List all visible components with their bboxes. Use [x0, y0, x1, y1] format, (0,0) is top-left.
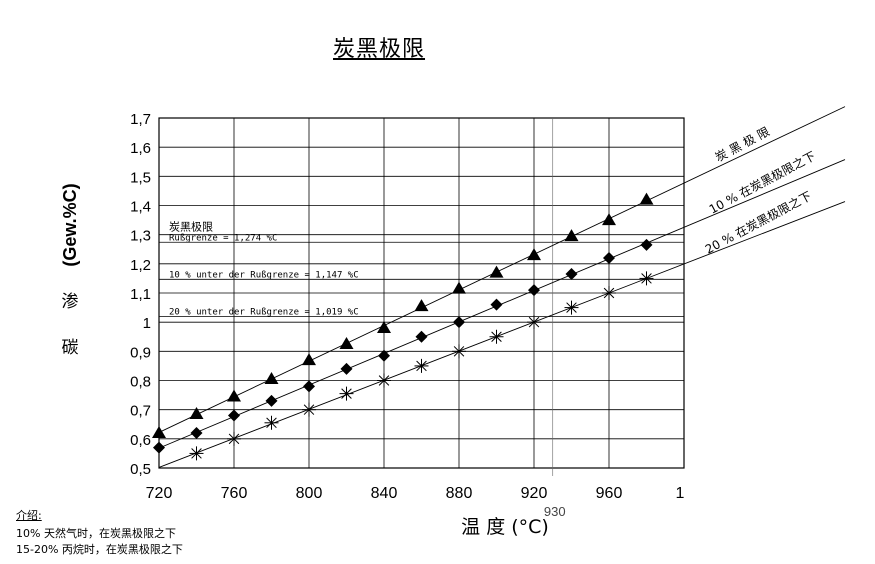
x-extra-label: 930 — [544, 504, 566, 519]
y-tick-label: 1,6 — [130, 140, 151, 157]
data-point-asterisk — [302, 402, 316, 417]
y-axis-title-cn: 渗 — [62, 292, 79, 312]
x-tick-label: 800 — [296, 485, 323, 502]
y-tick-label: 1,5 — [130, 169, 151, 186]
data-point-asterisk — [452, 344, 466, 359]
data-point-asterisk — [264, 415, 279, 430]
data-point-asterisk — [414, 358, 429, 373]
y-tick-label: 1,1 — [130, 286, 151, 303]
data-point-asterisk — [189, 446, 204, 461]
data-point-diamond — [565, 268, 578, 281]
y-tick-label: 0,7 — [130, 403, 151, 420]
data-point-asterisk — [339, 386, 354, 401]
notes-line-1: 10% 天然气时，在炭黑极限之下 — [16, 527, 176, 540]
data-point-asterisk — [639, 271, 654, 286]
data-point-triangle — [489, 265, 504, 278]
data-point-triangle — [377, 321, 391, 333]
data-point-diamond — [228, 409, 240, 422]
y-tick-label: 1,4 — [130, 199, 151, 216]
data-point-triangle — [189, 407, 204, 420]
data-point-diamond — [640, 238, 653, 251]
y-tick-label: 1,3 — [130, 228, 151, 245]
data-point-diamond — [378, 349, 390, 362]
reference-label: Rußgrenze = 1,274 %C — [169, 233, 277, 243]
data-point-diamond — [603, 252, 615, 264]
data-point-asterisk — [527, 315, 541, 330]
data-point-asterisk — [602, 286, 616, 300]
data-point-diamond — [528, 284, 540, 297]
x-tick-label: 720 — [146, 485, 173, 502]
data-point-asterisk — [564, 300, 579, 315]
y-tick-label: 0,9 — [130, 344, 151, 361]
series-label: 炭 黑 极 限 — [713, 124, 772, 164]
data-point-triangle — [639, 192, 654, 205]
data-point-triangle — [152, 426, 166, 438]
x-tick-label: 760 — [221, 485, 248, 502]
notes-heading: 介绍: — [16, 509, 42, 522]
reference-label: 10 % unter der Rußgrenze = 1,147 %C — [169, 270, 359, 280]
x-tick-label: 880 — [446, 485, 473, 502]
data-point-asterisk — [227, 431, 241, 446]
data-point-triangle — [527, 248, 541, 261]
x-tick-label: 920 — [521, 485, 548, 502]
x-tick-label: 840 — [371, 485, 398, 502]
y-tick-label: 1,7 — [130, 111, 151, 128]
data-point-diamond — [190, 427, 203, 439]
data-point-triangle — [227, 389, 241, 402]
data-point-triangle — [602, 213, 616, 226]
data-point-diamond — [153, 441, 165, 454]
y-tick-label: 1 — [143, 315, 151, 332]
data-point-asterisk — [489, 329, 504, 344]
y-axis-title-cn: 碳 — [62, 338, 79, 358]
x-tick-label: 1 — [676, 485, 685, 502]
x-tick-label: 960 — [596, 485, 623, 502]
y-tick-label: 0,5 — [130, 461, 151, 478]
data-point-triangle — [452, 281, 466, 294]
data-point-diamond — [303, 380, 315, 393]
data-point-triangle — [302, 353, 316, 366]
data-point-triangle — [564, 229, 579, 242]
x-axis-title: 温 度 (°C) — [461, 516, 549, 538]
data-point-diamond — [340, 362, 353, 375]
data-point-diamond — [415, 330, 428, 343]
chart-title: 炭黑极限 — [333, 37, 426, 62]
y-tick-label: 1,2 — [130, 257, 151, 274]
data-point-diamond — [453, 316, 465, 329]
data-point-asterisk — [377, 373, 391, 388]
y-tick-label: 0,8 — [130, 374, 151, 391]
notes-line-2: 15-20% 丙烷时，在炭黑极限之下 — [16, 543, 183, 556]
data-point-diamond — [490, 298, 503, 311]
data-point-triangle — [414, 299, 429, 312]
data-point-triangle — [264, 372, 279, 385]
trend-line — [158, 159, 846, 449]
y-axis-title: (Gew.%C) — [60, 183, 80, 266]
y-tick-label: 0,6 — [130, 432, 151, 449]
reference-label-cn: 炭黑极限 — [169, 219, 213, 233]
data-point-triangle — [339, 337, 354, 350]
data-point-diamond — [265, 394, 278, 407]
reference-label: 20 % unter der Rußgrenze = 1,019 %C — [169, 308, 359, 318]
